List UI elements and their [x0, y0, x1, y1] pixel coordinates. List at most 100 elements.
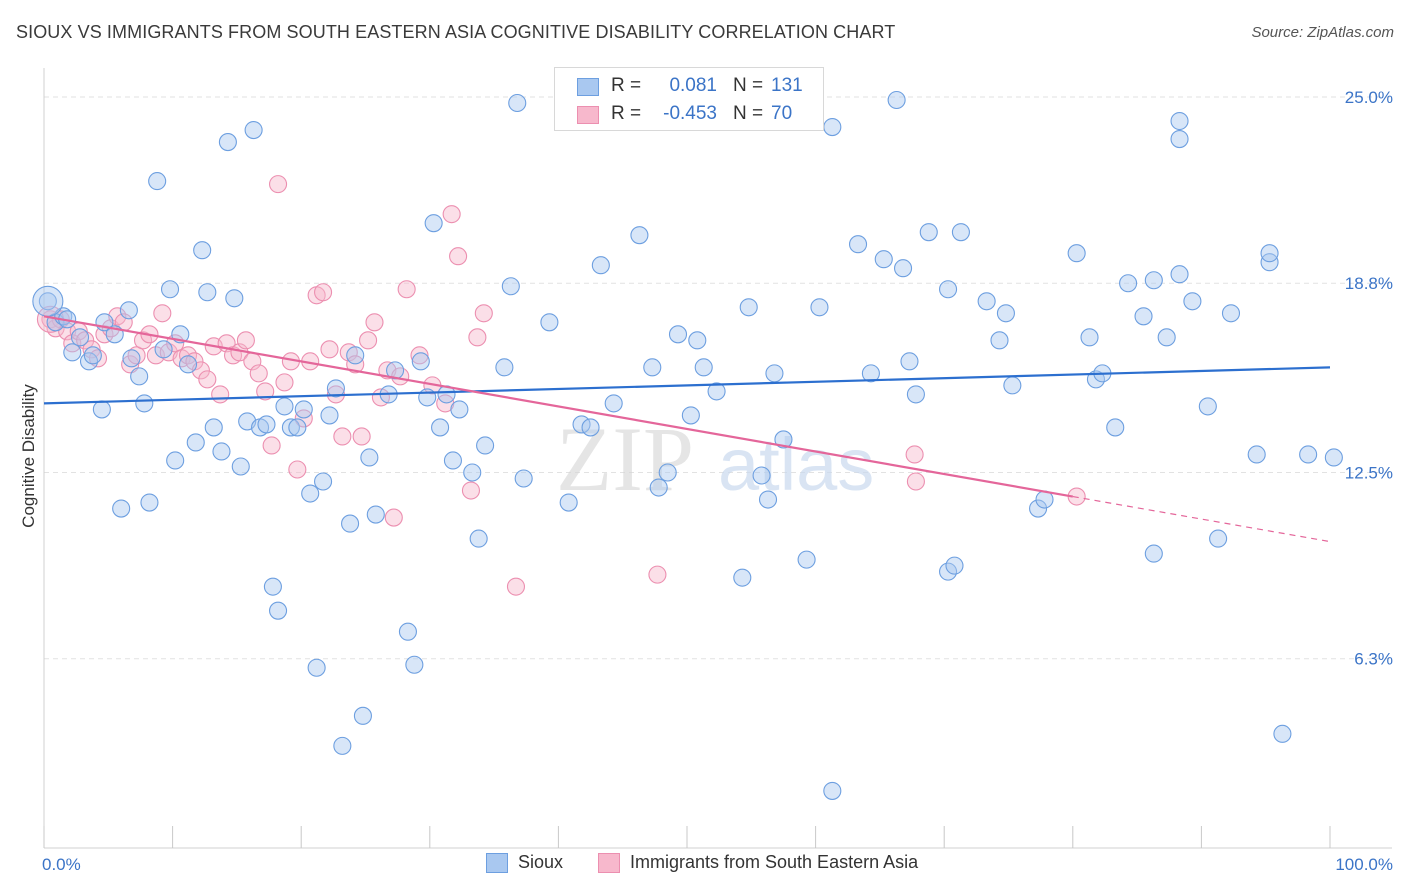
data-point — [797, 550, 816, 569]
data-point — [630, 226, 649, 245]
data-point — [506, 577, 526, 596]
data-point — [1273, 724, 1292, 743]
legend-row-immigrants: R = -0.453 N = 70 — [555, 100, 823, 128]
x-tick-label: 100.0% — [1335, 855, 1393, 874]
data-point — [810, 298, 829, 317]
legend-n-value: 70 — [771, 103, 793, 124]
series-immigrants-points — [36, 175, 1086, 596]
data-point — [874, 250, 893, 269]
data-point — [288, 418, 307, 437]
data-point — [468, 328, 487, 347]
data-point — [148, 172, 167, 191]
data-point — [648, 565, 667, 584]
data-point — [905, 445, 924, 464]
x-tick-label: 0.0% — [42, 855, 81, 874]
data-point — [398, 622, 417, 641]
data-point — [463, 463, 482, 482]
data-point — [353, 706, 372, 725]
data-point — [360, 448, 379, 467]
data-point — [341, 514, 360, 533]
data-point — [256, 382, 275, 401]
legend-r-label: R = — [611, 103, 642, 124]
data-point — [774, 430, 793, 449]
data-point — [119, 301, 138, 320]
data-point — [1134, 307, 1153, 326]
data-point — [1198, 397, 1217, 416]
data-point — [733, 568, 752, 587]
data-point-cluster — [32, 285, 64, 317]
data-point — [140, 493, 159, 512]
y-tick-label: 25.0% — [1345, 88, 1393, 107]
gridlines — [44, 96, 1392, 660]
data-point — [410, 346, 429, 365]
data-point — [307, 658, 326, 677]
data-point — [848, 235, 868, 254]
data-point — [1067, 244, 1086, 263]
data-point — [127, 346, 146, 365]
data-point — [508, 93, 527, 113]
data-point — [326, 379, 345, 398]
data-point — [1170, 111, 1189, 131]
data-point — [225, 289, 244, 308]
data-point — [758, 490, 778, 509]
data-point — [581, 418, 600, 437]
chart-title: SIOUX VS IMMIGRANTS FROM SOUTH EASTERN A… — [16, 22, 896, 42]
data-point — [707, 382, 726, 401]
data-point — [218, 133, 237, 152]
data-point — [204, 418, 223, 437]
legend-swatch-immigrants — [598, 852, 620, 873]
data-point — [752, 466, 771, 485]
data-point — [442, 205, 461, 224]
data-point — [939, 280, 958, 299]
data-point — [765, 364, 784, 383]
data-point — [281, 418, 300, 437]
data-point — [1260, 244, 1279, 263]
data-point — [130, 367, 149, 386]
data-point — [178, 355, 198, 374]
data-point — [346, 346, 365, 365]
data-point — [739, 298, 758, 317]
data-point — [443, 451, 462, 470]
data-point — [63, 343, 82, 362]
data-point — [135, 394, 154, 413]
data-point — [450, 400, 469, 419]
legend-label-immigrants: Immigrants from South Eastern Asia — [630, 852, 919, 872]
data-point — [906, 472, 925, 491]
data-point — [333, 736, 352, 755]
data-point — [83, 346, 102, 365]
legend-n-label: N = — [733, 75, 764, 96]
data-point — [658, 463, 677, 482]
watermark: ZIP atlas — [556, 408, 874, 510]
data-point — [688, 331, 707, 350]
legend-item-immigrants: Immigrants from South Eastern Asia — [598, 852, 918, 873]
data-point — [1029, 499, 1048, 518]
data-point — [288, 460, 307, 479]
data-point — [861, 364, 880, 383]
legend-item-sioux: Sioux — [486, 852, 563, 873]
data-point — [604, 394, 623, 413]
data-point — [1183, 292, 1202, 311]
data-point — [474, 304, 493, 323]
watermark-atlas: atlas — [718, 423, 874, 506]
data-point — [121, 355, 140, 374]
y-tick-label: 12.5% — [1345, 464, 1393, 483]
trend-line-immigrants-extension — [1072, 495, 1331, 543]
data-point — [996, 304, 1015, 323]
legend-swatch-immigrants — [577, 106, 599, 124]
data-point — [112, 499, 131, 518]
data-point — [1080, 328, 1099, 347]
data-point — [649, 478, 668, 497]
data-point — [269, 175, 288, 194]
legend-r-value: 0.081 — [669, 75, 717, 96]
series-legend: Sioux Immigrants from South Eastern Asia — [0, 852, 1406, 878]
data-point — [76, 331, 95, 350]
data-point — [1119, 274, 1138, 293]
data-point — [990, 331, 1009, 350]
data-point — [424, 214, 443, 233]
source-note: Source: ZipAtlas.com — [1251, 24, 1394, 41]
data-point — [122, 349, 141, 368]
data-point — [495, 358, 514, 377]
data-point — [38, 292, 57, 311]
data-point — [919, 223, 938, 242]
